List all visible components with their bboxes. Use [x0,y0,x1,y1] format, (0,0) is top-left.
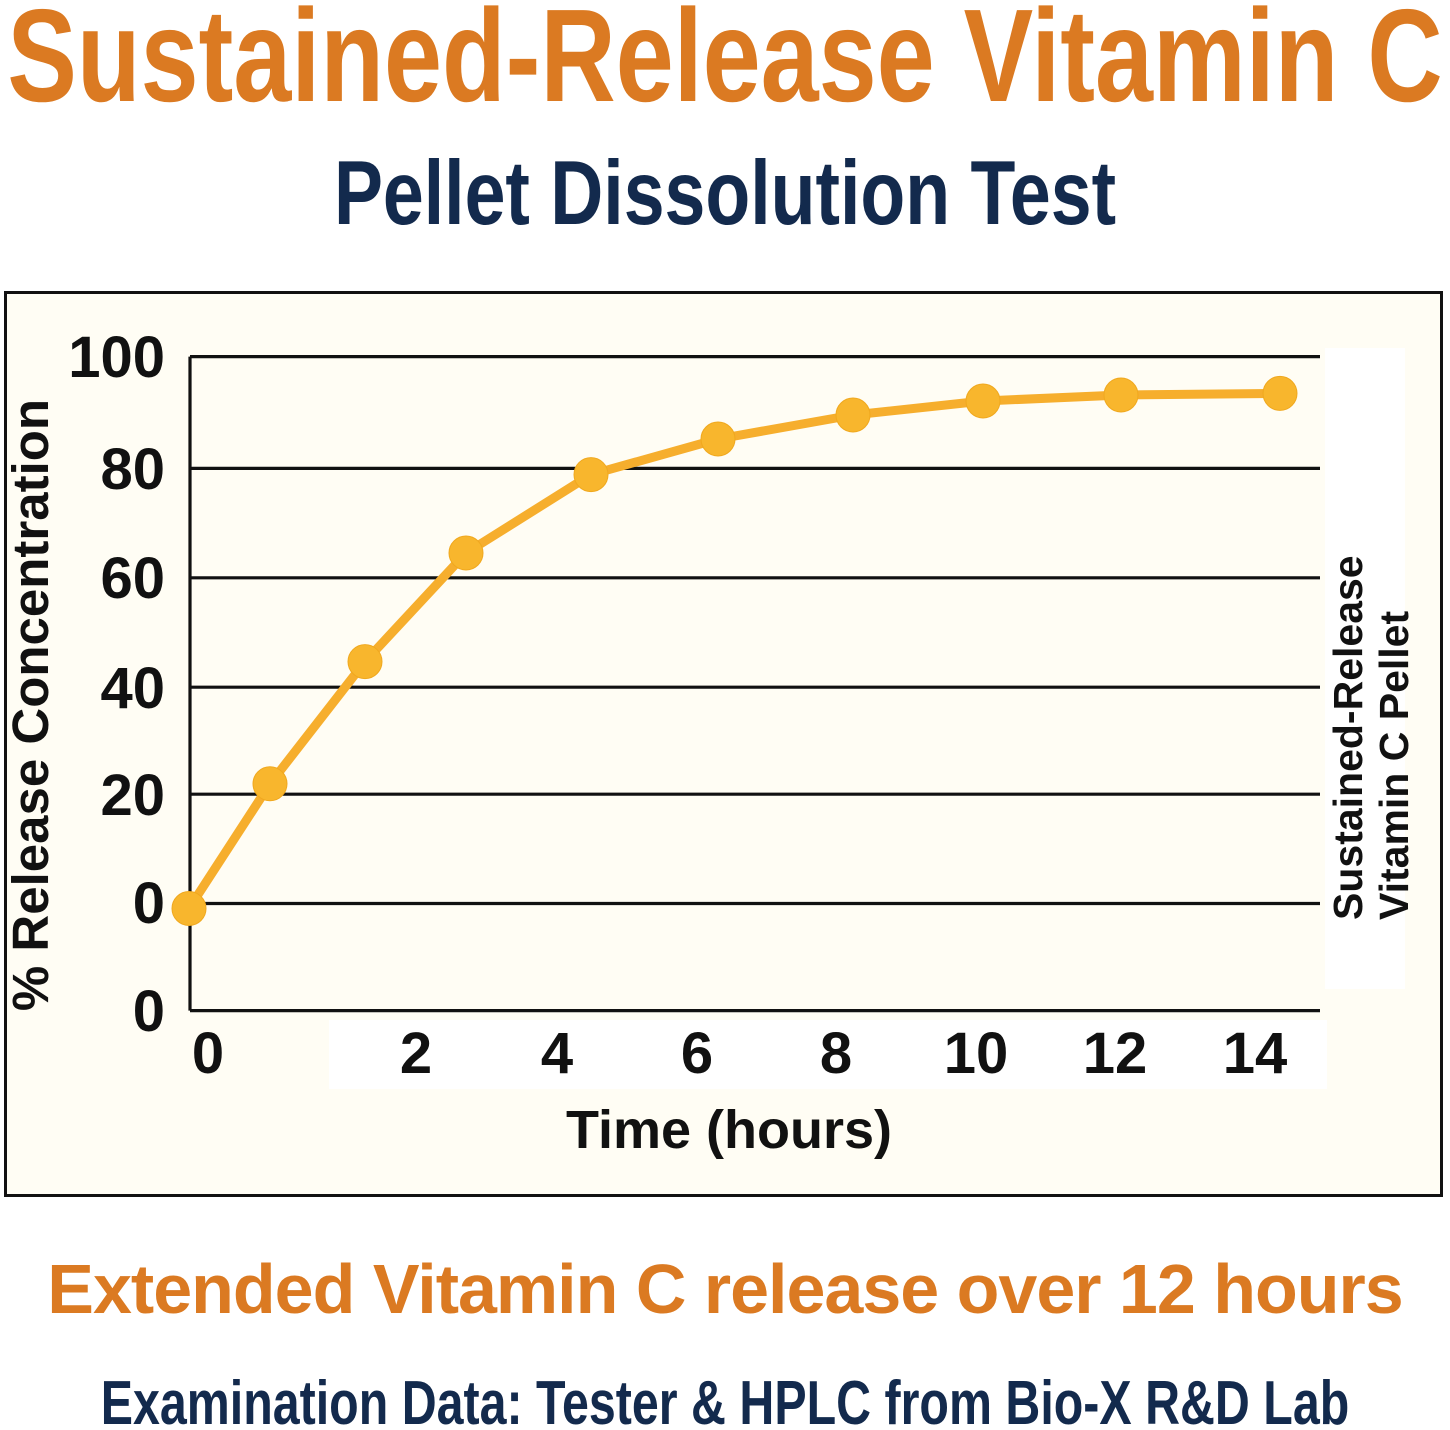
svg-text:0: 0 [192,1021,224,1086]
svg-text:2: 2 [400,1021,432,1086]
svg-text:Vitamin C Pellet: Vitamin C Pellet [1371,611,1417,920]
svg-text:40: 40 [100,656,165,721]
svg-text:% Release Concentration: % Release Concentration [2,399,59,1011]
svg-text:100: 100 [68,325,165,390]
svg-text:0: 0 [133,871,165,936]
svg-text:Time (hours): Time (hours) [566,1100,892,1160]
svg-text:4: 4 [541,1021,573,1086]
svg-text:80: 80 [100,437,165,502]
svg-text:6: 6 [681,1021,713,1086]
svg-text:0: 0 [133,979,165,1044]
svg-text:10: 10 [944,1021,1009,1086]
svg-text:Sustained-Release: Sustained-Release [1325,555,1371,920]
svg-text:8: 8 [820,1021,852,1086]
svg-text:14: 14 [1223,1021,1288,1086]
svg-text:12: 12 [1083,1021,1148,1086]
svg-text:60: 60 [100,546,165,611]
svg-text:20: 20 [100,763,165,828]
